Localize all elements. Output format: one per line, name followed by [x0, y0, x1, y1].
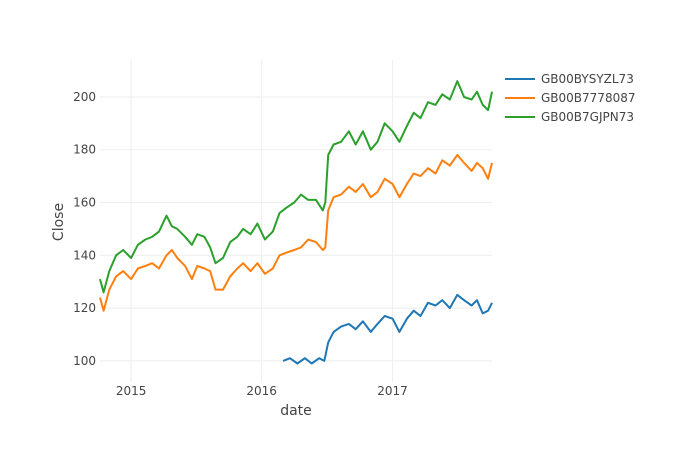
- series-lines: [99, 80, 493, 365]
- series-line-1: [282, 293, 493, 365]
- y-axis-ticks: 100 120 140 160 180 200: [73, 90, 96, 368]
- legend-item[interactable]: GB00BYSYZL73: [505, 72, 634, 86]
- legend-item[interactable]: GB00B7778087: [505, 91, 635, 105]
- legend: GB00BYSYZL73 GB00B7778087 GB00B7GJPN73: [505, 72, 635, 124]
- y-tick-label: 120: [73, 301, 96, 315]
- series-line-2: [99, 154, 493, 312]
- grid-lines: [100, 60, 492, 382]
- x-axis-ticks: 2015 2016 2017: [116, 384, 408, 398]
- x-tick-label: 2015: [116, 384, 147, 398]
- x-axis-title: date: [280, 403, 312, 419]
- y-axis-title: Close: [51, 203, 67, 241]
- series-line-3: [99, 80, 493, 294]
- x-tick-label: 2017: [377, 384, 408, 398]
- legend-label: GB00B7778087: [541, 91, 635, 105]
- x-tick-label: 2016: [246, 384, 277, 398]
- y-tick-label: 140: [73, 248, 96, 262]
- legend-label: GB00BYSYZL73: [541, 72, 634, 86]
- y-tick-label: 200: [73, 90, 96, 104]
- y-tick-label: 100: [73, 354, 96, 368]
- y-tick-label: 180: [73, 143, 96, 157]
- legend-label: GB00B7GJPN73: [541, 110, 634, 124]
- y-tick-label: 160: [73, 196, 96, 210]
- legend-item[interactable]: GB00B7GJPN73: [505, 110, 634, 124]
